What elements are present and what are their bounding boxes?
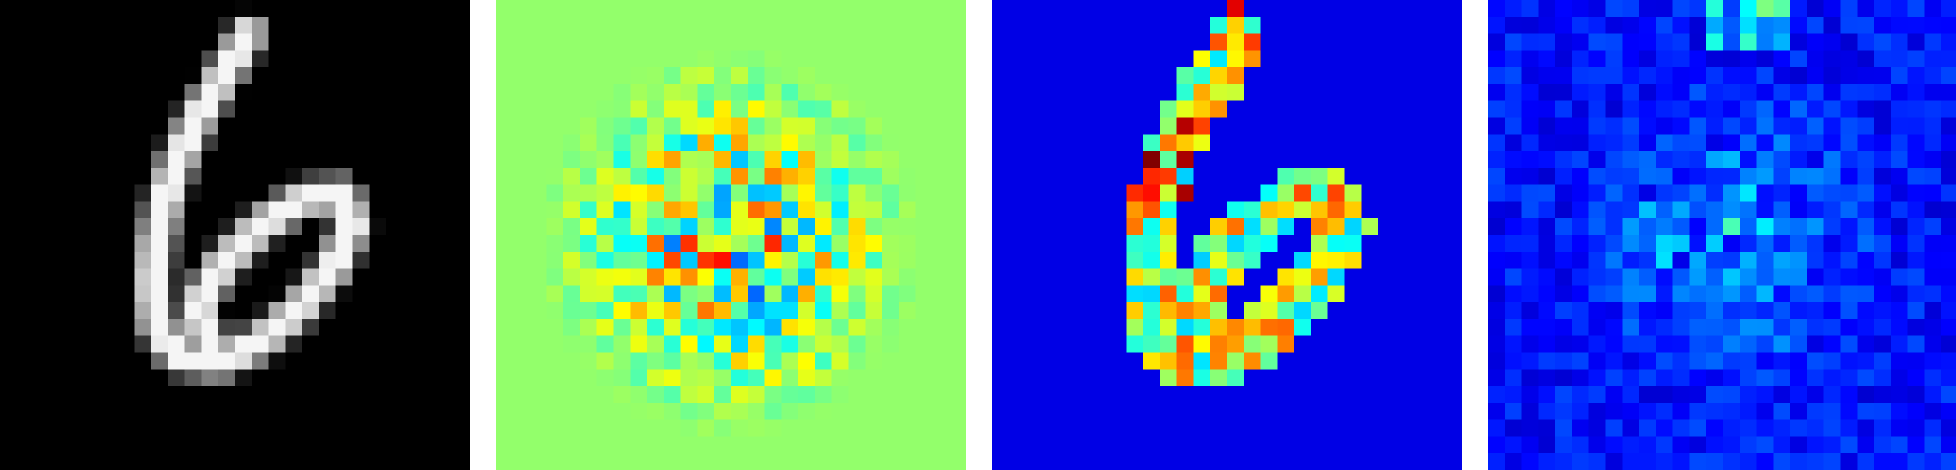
input-digit-image (0, 0, 470, 470)
saliency-heatmap-canvas (992, 0, 1462, 470)
noisy-saliency-heatmap (1488, 0, 1956, 470)
signed-attribution-canvas (496, 0, 966, 470)
noisy-saliency-heatmap-canvas (1488, 0, 1956, 470)
signed-attribution-map (496, 0, 966, 470)
saliency-heatmap (992, 0, 1462, 470)
input-digit-canvas (0, 0, 470, 470)
